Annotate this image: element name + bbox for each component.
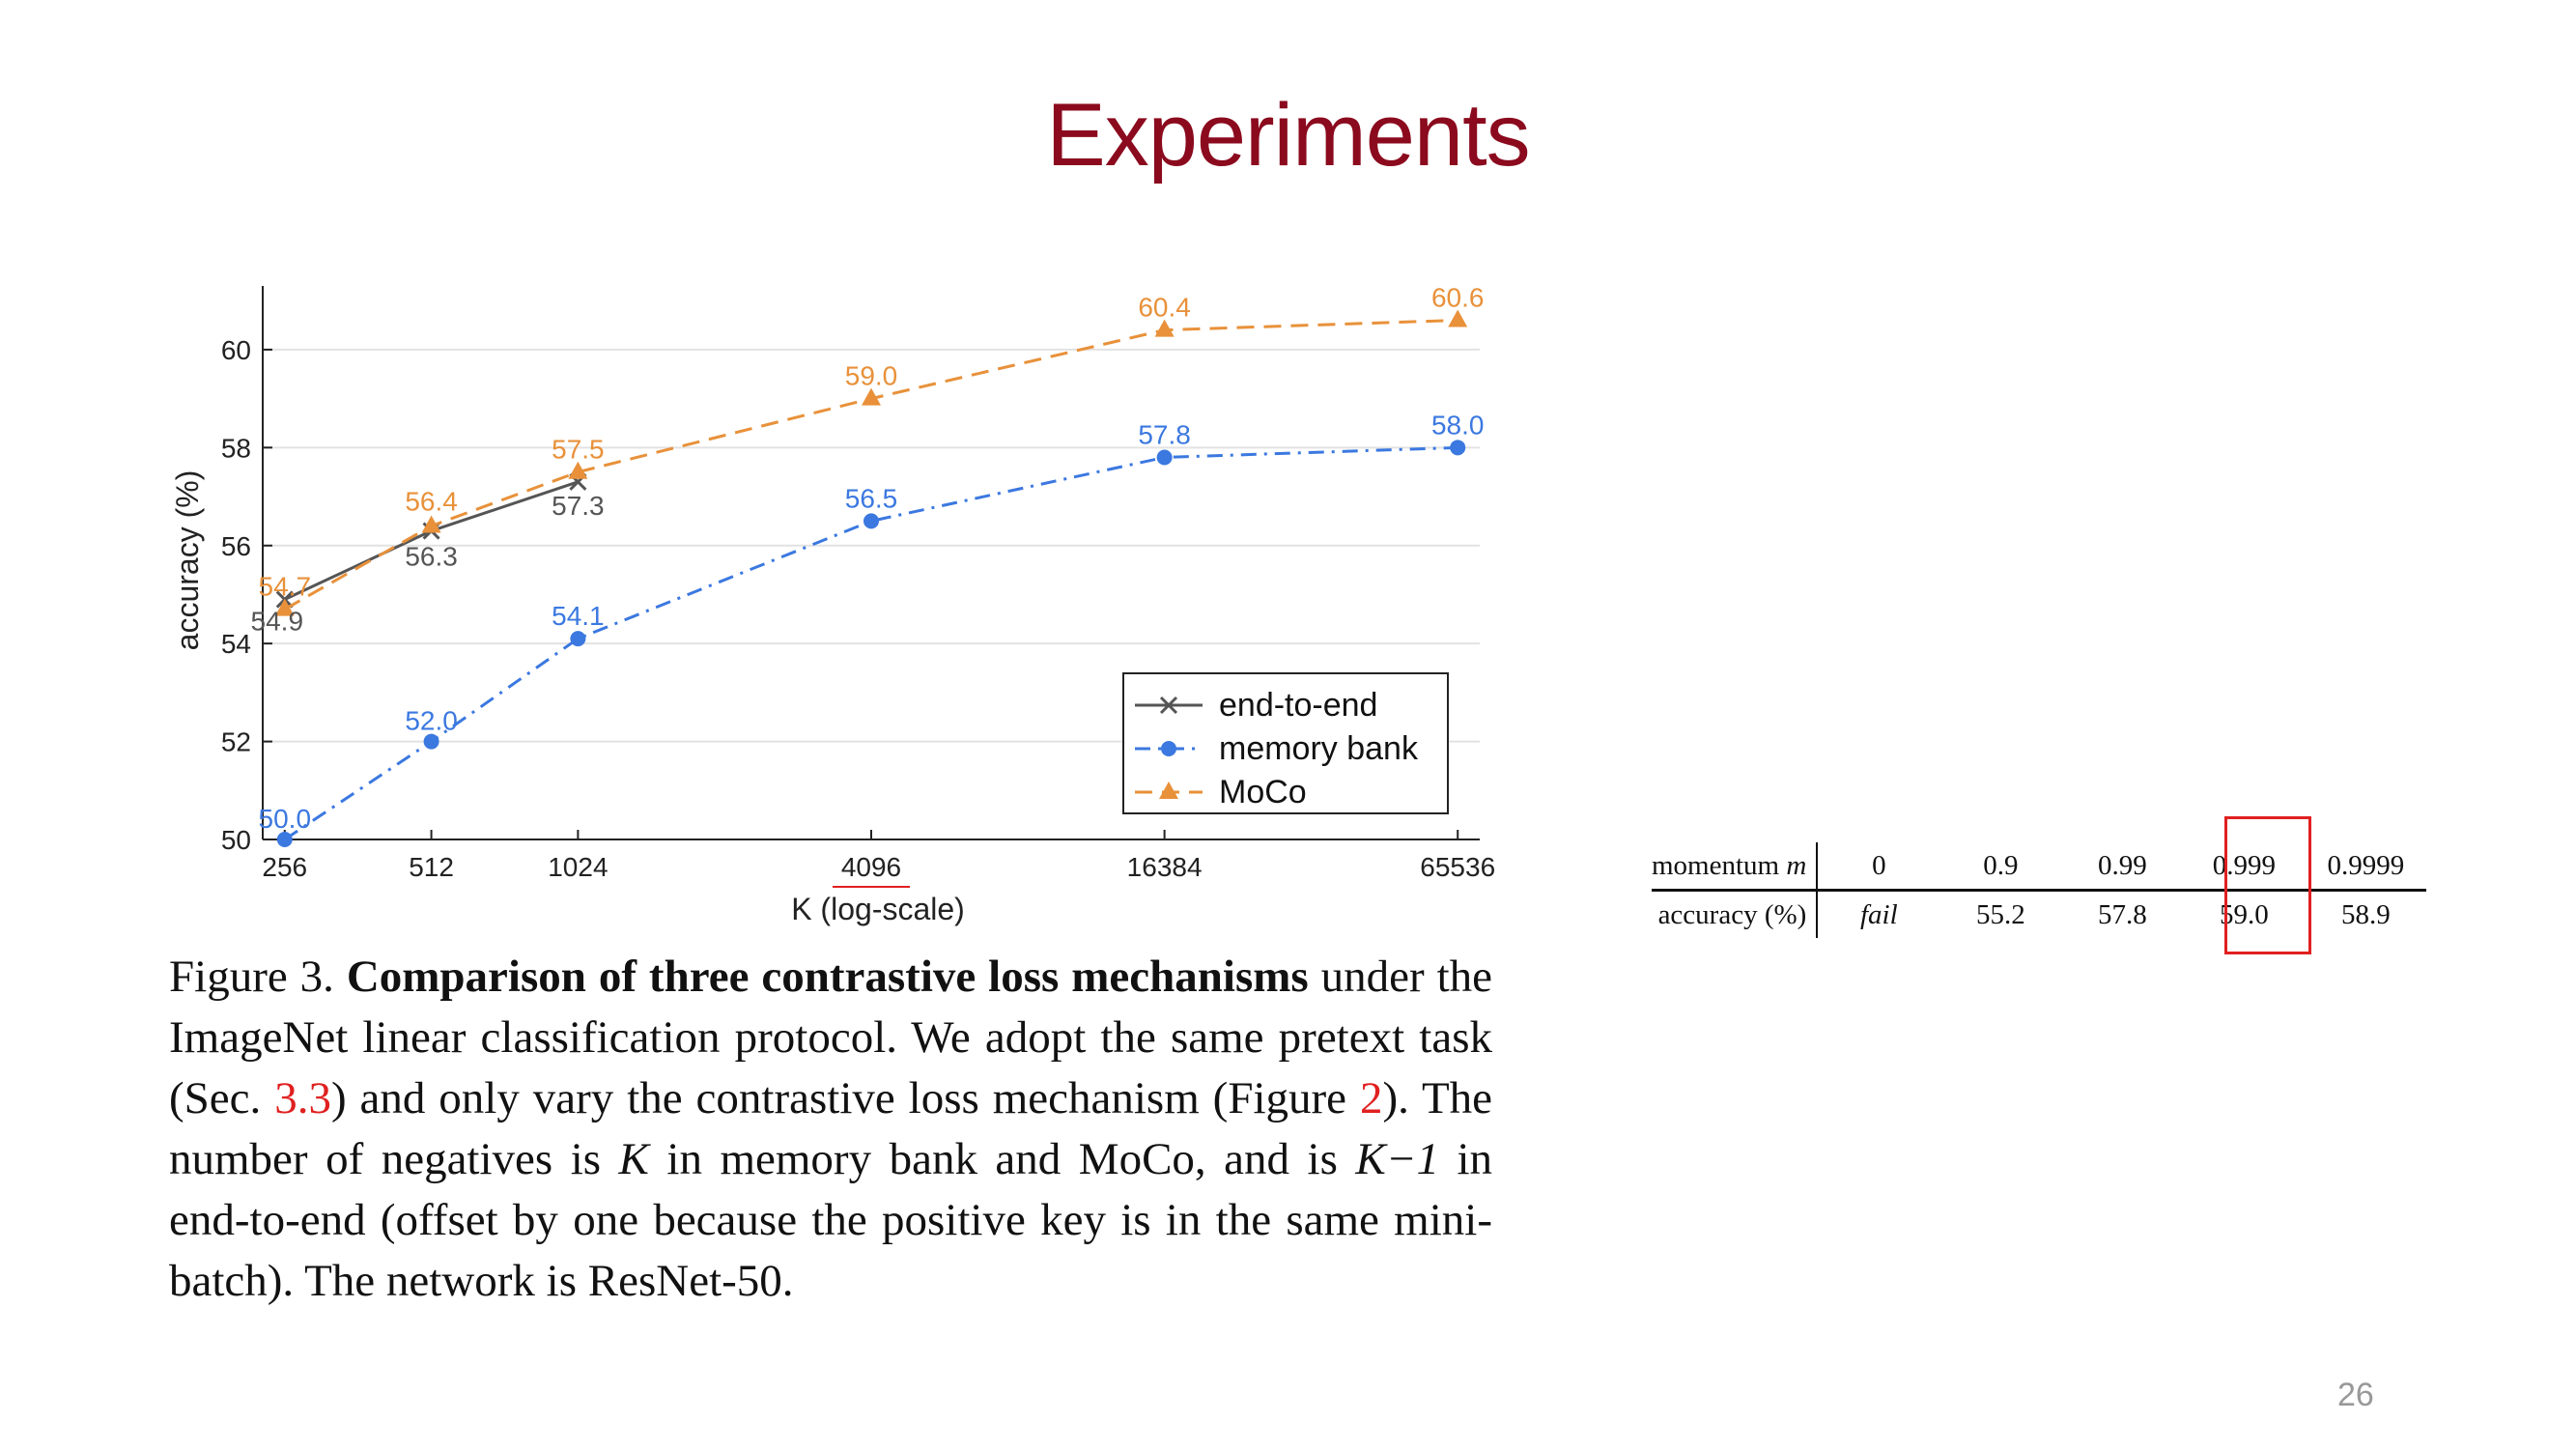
variable-k-minus-1: K−1 [1355,1134,1439,1184]
x-tick-label: 512 [409,852,454,882]
data-label: 58.0 [1431,410,1485,440]
variable-k: K [618,1134,649,1184]
data-label: 56.3 [405,542,458,572]
data-label: 52.0 [405,706,458,736]
y-tick-label: 56 [221,531,251,561]
x-tick-label: 256 [262,852,307,882]
section-reference-link[interactable]: 3.3 [274,1073,331,1123]
y-tick-label: 52 [221,727,251,757]
axes: 50 52 54 56 58 60 256 512 1024 4096 16384 65536 [221,286,1495,888]
data-label: 54.7 [259,572,312,602]
y-tick-label: 60 [221,335,251,365]
accuracy-cell: 55.2 [1975,898,2025,930]
data-point [1156,449,1173,466]
accuracy-row-label: accuracy (%) [1652,890,1819,938]
series-line [284,318,1458,611]
data-point [863,513,879,529]
momentum-cell: 0.99 [2061,842,2184,892]
series [274,309,1468,847]
figure-reference-link[interactable]: 2 [1359,1073,1383,1123]
y-tick-label: 54 [221,629,251,659]
legend-label: MoCo [1219,774,1307,810]
data-point [570,631,586,647]
data-point [1159,782,1178,799]
legend-label: memory bank [1219,730,1419,767]
y-tick-label: 58 [221,433,251,463]
data-label: 60.4 [1138,293,1191,323]
accuracy-cell: 59.0 [2219,898,2269,930]
data-point [423,733,439,750]
momentum-row: momentum m 0 0.9 0.99 0.999 0.9999 [1652,842,2427,892]
caption-text-5: in end-to-end (offset by one because the… [169,1134,1493,1306]
x-tick-label: 65536 [1420,852,1495,882]
data-label: 50.0 [259,804,312,834]
page-number: 26 [2337,1377,2374,1413]
legend: end-to-end memory bank MoCo [1122,672,1449,814]
data-point [274,598,295,616]
accuracy-vs-k-chart: 50 52 54 56 58 60 256 512 1024 4096 16384 65536 54.… [170,282,1495,926]
data-point [1448,309,1468,327]
data-point [568,461,588,479]
caption-text-2: ) and only vary the contrastive loss mec… [330,1073,1347,1123]
series-line [283,445,1458,841]
legend-label: end-to-end [1219,687,1377,724]
y-axis-label: accuracy (%) [170,470,205,651]
caption-text-1: under the ImageNet linear classification… [169,952,1493,1123]
data-point [1159,696,1178,715]
data-label: 57.3 [552,491,605,521]
momentum-cell: 0.9 [1939,842,2062,892]
data-label: 59.0 [845,361,898,391]
momentum-cell: 0.999 [2183,842,2306,892]
data-label: 57.5 [552,435,605,465]
accuracy-cell: fail [1859,898,1898,930]
data-label: 57.8 [1138,419,1191,449]
data-point [276,832,293,847]
accuracy-cell: 58.9 [2340,898,2391,930]
momentum-cell: 0 [1817,842,1940,892]
x-tick-label: 1024 [548,852,608,882]
best-momentum-highlight [2224,816,2311,954]
y-tick-label: 50 [221,825,251,855]
figure-label: Figure 3. [169,952,334,1002]
data-label: 54.1 [552,601,605,631]
legend-box [1122,672,1449,814]
data-point [421,515,441,533]
data-label: 60.6 [1431,282,1485,312]
x-axis-label: K (log-scale) [791,892,965,926]
data-label: 56.5 [845,483,898,513]
data-point [1161,741,1176,756]
slide-title: Experiments [1046,86,1530,185]
caption-text-4: in memory bank and MoCo, and is [666,1134,1338,1184]
x-tick-label: 16384 [1127,852,1203,882]
accuracy-cell: 57.8 [2097,898,2147,930]
data-point [1154,319,1175,337]
caption-text-3: ). The number of negatives is [169,1073,1493,1184]
data-point [1450,440,1466,456]
x-tick-label: 4096 [841,852,901,882]
data-label: 56.4 [405,486,458,516]
data-point [862,387,881,406]
accuracy-row: accuracy (%) fail 55.2 57.8 59.0 58.9 [1652,890,2426,938]
data-label: 54.9 [251,607,304,637]
momentum-cell: 0.9999 [2305,842,2427,892]
momentum-row-label: momentum m [1652,842,1819,892]
data-labels: 54.9 56.3 57.3 50.0 52.0 54.1 56.5 57.8 58.0 54.7… [251,282,1485,834]
momentum-table: momentum m 0 0.9 0.99 0.999 0.9999 accur… [1652,842,2427,938]
caption-bold-title: Comparison of three contrastive loss mec… [346,952,1309,1002]
figure-caption: Figure 3. Comparison of three contrastiv… [169,947,1492,1312]
